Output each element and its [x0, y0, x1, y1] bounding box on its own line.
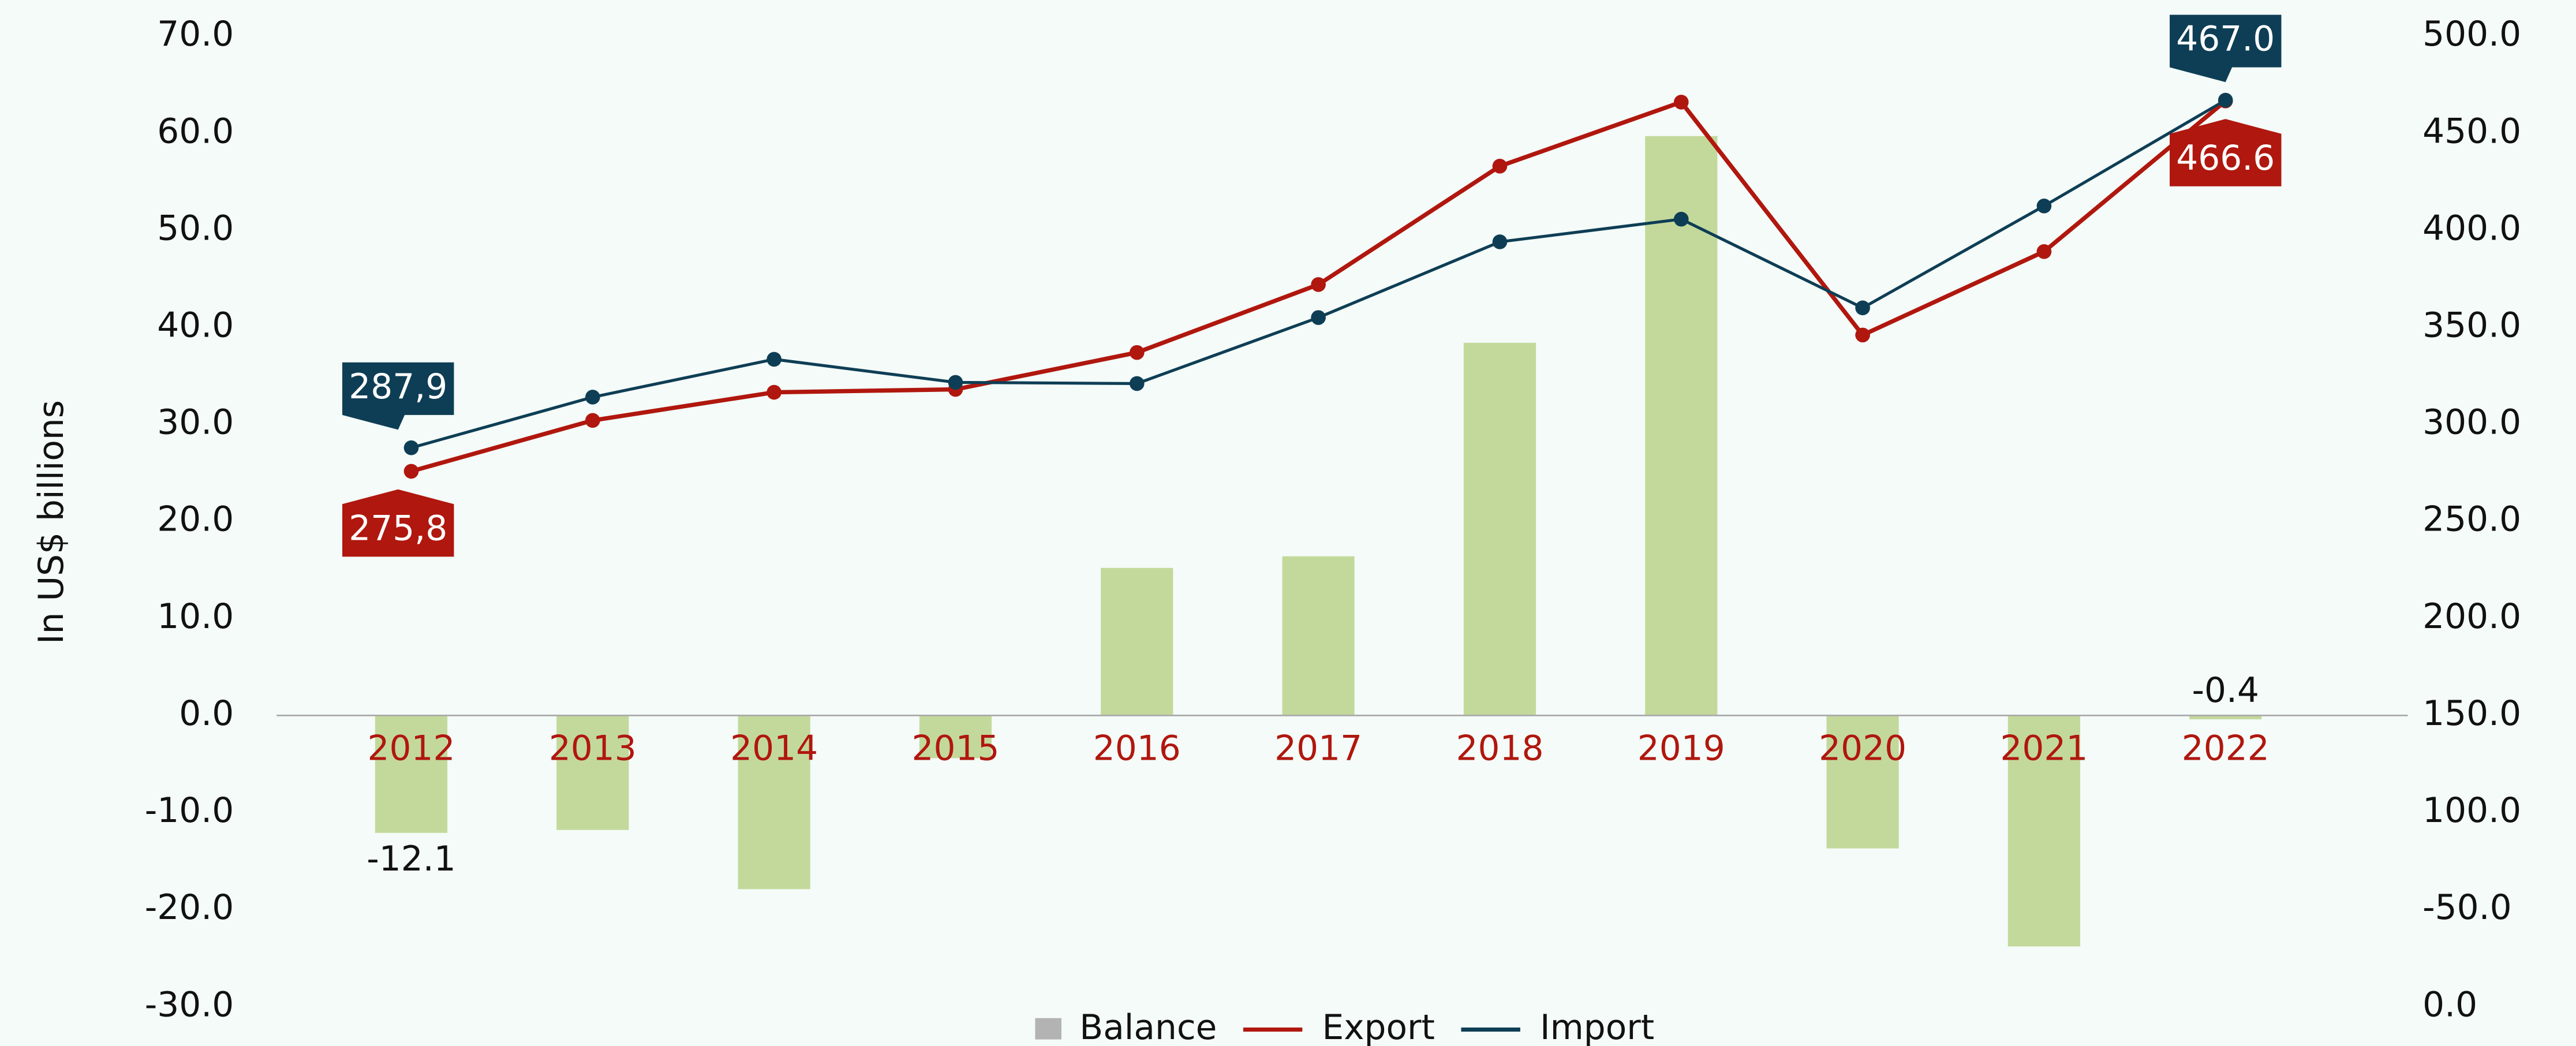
bar: [919, 715, 992, 759]
legend-label: Import: [1540, 1008, 1654, 1046]
y2-tick-label: 100.0: [2422, 791, 2521, 831]
point: [1129, 376, 1145, 391]
y2-tick-label: 400.0: [2422, 208, 2521, 248]
point: [948, 375, 963, 390]
point: [1311, 277, 1326, 292]
x-tick-label: 2013: [549, 729, 637, 769]
legend-label: Export: [1322, 1008, 1435, 1046]
data-label: 467.0: [2176, 20, 2275, 59]
y-tick-label: 70.0: [157, 14, 234, 54]
point: [2036, 244, 2052, 259]
bar: [1101, 567, 1173, 716]
x-tick-label: 2018: [1456, 729, 1543, 769]
y-tick-label: -30.0: [145, 985, 234, 1025]
y-tick-label: 0.0: [179, 694, 234, 734]
x-tick-label: 2022: [2182, 729, 2270, 769]
point: [1855, 300, 1870, 316]
x-tick-label: 2017: [1274, 729, 1362, 769]
point: [1673, 211, 1689, 227]
x-tick-label: 2012: [367, 729, 455, 769]
y-tick-label: 40.0: [157, 306, 234, 346]
data-label: -0.4: [2192, 671, 2259, 711]
y-tick-label: 50.0: [157, 208, 234, 248]
y-tick-label: 30.0: [157, 403, 234, 443]
y-tick-label: 10.0: [157, 597, 234, 637]
x-tick-label: 2021: [2000, 729, 2088, 769]
y-tick-label: 20.0: [157, 500, 234, 540]
y2-tick-label: -50.0: [2422, 888, 2512, 928]
x-tick-label: 2019: [1637, 729, 1725, 769]
data-label: 275,8: [349, 509, 447, 548]
y2-tick-label: 500.0: [2422, 14, 2521, 54]
legend-swatch: [1035, 1018, 1061, 1040]
bar: [2189, 715, 2262, 720]
point: [585, 390, 600, 405]
y-tick-label: -10.0: [145, 791, 234, 831]
y-axis-label: In US$ billions: [32, 400, 72, 644]
point: [1492, 159, 1508, 174]
y2-tick-label: 300.0: [2422, 403, 2521, 443]
bar: [375, 715, 448, 833]
point: [2218, 92, 2233, 108]
bar: [1645, 136, 1718, 716]
data-label: 466.6: [2176, 139, 2275, 178]
data-label: -12.1: [367, 839, 456, 879]
y2-tick-label: 200.0: [2422, 597, 2521, 637]
x-tick-label: 2015: [911, 729, 999, 769]
y2-tick-label: 150.0: [2422, 694, 2521, 734]
x-tick-label: 2020: [1819, 729, 1906, 769]
point: [1311, 310, 1326, 325]
data-label: 287,9: [349, 367, 447, 407]
bar: [738, 715, 810, 890]
bar: [1463, 342, 1536, 716]
point: [403, 464, 419, 479]
x-tick-label: 2016: [1093, 729, 1181, 769]
bar: [556, 715, 629, 830]
callout: [342, 489, 454, 557]
y2-tick-label: 250.0: [2422, 500, 2521, 540]
y-tick-label: 60.0: [157, 111, 234, 151]
y-tick-label: -20.0: [145, 888, 234, 928]
point: [1492, 234, 1508, 249]
bar: [2007, 715, 2081, 947]
point: [1855, 327, 1870, 343]
point: [403, 440, 419, 455]
point: [767, 352, 782, 367]
point: [767, 384, 782, 400]
y2-tick-label: 450.0: [2422, 111, 2521, 151]
callout: [2170, 14, 2282, 83]
y2-tick-label: 350.0: [2422, 306, 2521, 346]
bar: [1826, 715, 1899, 849]
callout: [342, 362, 454, 430]
point: [1673, 95, 1689, 110]
point: [1129, 345, 1145, 360]
point: [585, 413, 600, 428]
bar: [1282, 556, 1355, 716]
callout: [2170, 119, 2282, 186]
y2-tick-label: 0.0: [2422, 985, 2477, 1025]
x-tick-label: 2014: [730, 729, 818, 769]
point: [2036, 198, 2052, 214]
legend-label: Balance: [1079, 1008, 1217, 1046]
